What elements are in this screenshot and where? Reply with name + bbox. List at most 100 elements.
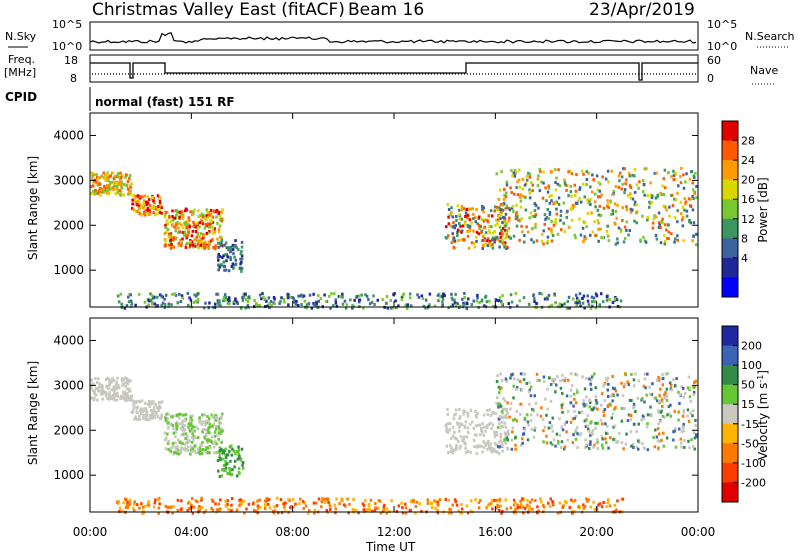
echo-cell — [584, 446, 587, 450]
echo-cell — [217, 303, 220, 306]
echo-cell — [606, 224, 609, 228]
echo-cell — [453, 448, 456, 452]
echo-cell — [206, 214, 209, 218]
echo-cell — [658, 432, 661, 436]
echo-cell — [256, 499, 259, 503]
echo-cell — [516, 193, 520, 197]
echo-cell — [261, 292, 264, 296]
echo-cell — [445, 444, 449, 448]
echo-cell — [534, 499, 537, 502]
echo-cell — [146, 195, 149, 199]
echo-cell — [386, 306, 390, 310]
echo-cell — [424, 306, 427, 310]
echo-cell — [611, 393, 615, 397]
echo-cell — [544, 217, 547, 221]
echo-cell — [511, 430, 514, 434]
echo-cell — [284, 509, 287, 513]
echo-cell — [501, 441, 504, 445]
echo-cell — [623, 191, 626, 195]
echo-cell — [110, 397, 113, 401]
echo-cell — [166, 417, 170, 421]
echo-cell — [475, 230, 479, 234]
echo-cell — [640, 418, 643, 422]
range-tick-label: 2000 — [53, 423, 84, 437]
echo-cell — [652, 435, 655, 439]
echo-cell — [147, 417, 151, 421]
colorbar-tick-label: 15 — [741, 398, 755, 411]
echo-cell — [623, 237, 627, 240]
echo-cell — [534, 401, 538, 405]
echo-cell — [160, 294, 163, 298]
colorbar-segment — [722, 365, 738, 386]
echo-cell — [670, 175, 673, 179]
echo-cell — [499, 239, 502, 243]
echo-cell — [575, 414, 578, 418]
colorbar-frame — [721, 120, 739, 298]
echo-cell — [234, 298, 237, 302]
echo-cell — [238, 456, 241, 460]
echo-cell — [222, 464, 226, 467]
echo-cell — [665, 228, 668, 232]
echo-cell — [436, 509, 439, 513]
echo-cell — [482, 446, 486, 449]
echo-cell — [176, 508, 180, 512]
echo-cell — [238, 454, 241, 458]
echo-cell — [180, 446, 183, 450]
echo-cell — [445, 225, 448, 229]
echo-cell — [680, 445, 683, 449]
echo-cell — [449, 304, 453, 308]
echo-cell — [214, 427, 218, 431]
echo-cell — [308, 509, 311, 513]
echo-cell — [312, 501, 316, 505]
echo-cell — [141, 416, 145, 420]
echo-cell — [245, 507, 248, 511]
echo-cell — [463, 220, 467, 224]
echo-cell — [468, 207, 471, 211]
echo-cell — [487, 229, 491, 233]
echo-cell — [158, 293, 162, 297]
echo-cell — [632, 422, 636, 426]
echo-cell — [516, 506, 519, 510]
echo-cell — [238, 503, 241, 507]
echo-cell — [516, 180, 519, 184]
echo-cell — [635, 183, 639, 187]
echo-cell — [92, 181, 95, 184]
echo-cell — [224, 268, 228, 272]
echo-cell — [684, 180, 687, 184]
echo-cell — [107, 189, 110, 193]
echo-cell — [177, 231, 180, 235]
echo-cell — [600, 193, 603, 197]
echo-cell — [626, 194, 630, 197]
echo-cell — [605, 441, 608, 445]
echo-cell — [488, 502, 491, 506]
echo-cell — [124, 381, 127, 385]
colorbar-tick-label: -50 — [741, 437, 759, 450]
echo-cell — [243, 511, 246, 515]
echo-cell — [535, 239, 539, 243]
echo-cell — [165, 210, 169, 214]
echo-cell — [445, 427, 449, 431]
echo-cell — [562, 447, 566, 451]
echo-cell — [486, 447, 489, 451]
echo-cell — [415, 500, 419, 504]
echo-cell — [538, 291, 541, 295]
echo-cell — [688, 446, 691, 450]
echo-cell — [216, 434, 219, 438]
echo-cell — [178, 441, 182, 445]
echo-cell — [226, 502, 229, 506]
echo-cell — [695, 243, 698, 247]
echo-cell — [590, 408, 594, 412]
echo-cell — [537, 174, 540, 178]
echo-cell — [130, 182, 133, 186]
echo-cell — [665, 208, 668, 212]
echo-cell — [129, 185, 132, 189]
echo-cell — [562, 504, 565, 508]
echo-cell — [546, 239, 550, 243]
echo-cell — [555, 207, 558, 211]
echo-cell — [120, 175, 123, 179]
echo-cell — [323, 500, 327, 504]
echo-cell — [589, 433, 592, 437]
echo-cell — [663, 186, 667, 190]
echo-cell — [148, 402, 151, 406]
echo-cell — [573, 204, 576, 208]
